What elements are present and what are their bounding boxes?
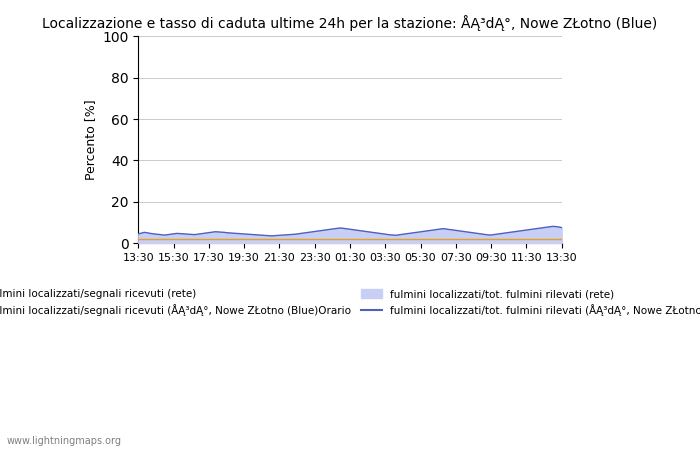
Title: Localizzazione e tasso di caduta ultime 24h per la stazione: ÅĄ³dĄ°, Nowe ZŁotno: Localizzazione e tasso di caduta ultime … <box>43 15 657 31</box>
Legend: fulmini localizzati/segnali ricevuti (rete), fulmini localizzati/segnali ricevut: fulmini localizzati/segnali ricevuti (re… <box>0 285 700 321</box>
Y-axis label: Percento [%]: Percento [%] <box>84 99 97 180</box>
Text: www.lightningmaps.org: www.lightningmaps.org <box>7 436 122 446</box>
